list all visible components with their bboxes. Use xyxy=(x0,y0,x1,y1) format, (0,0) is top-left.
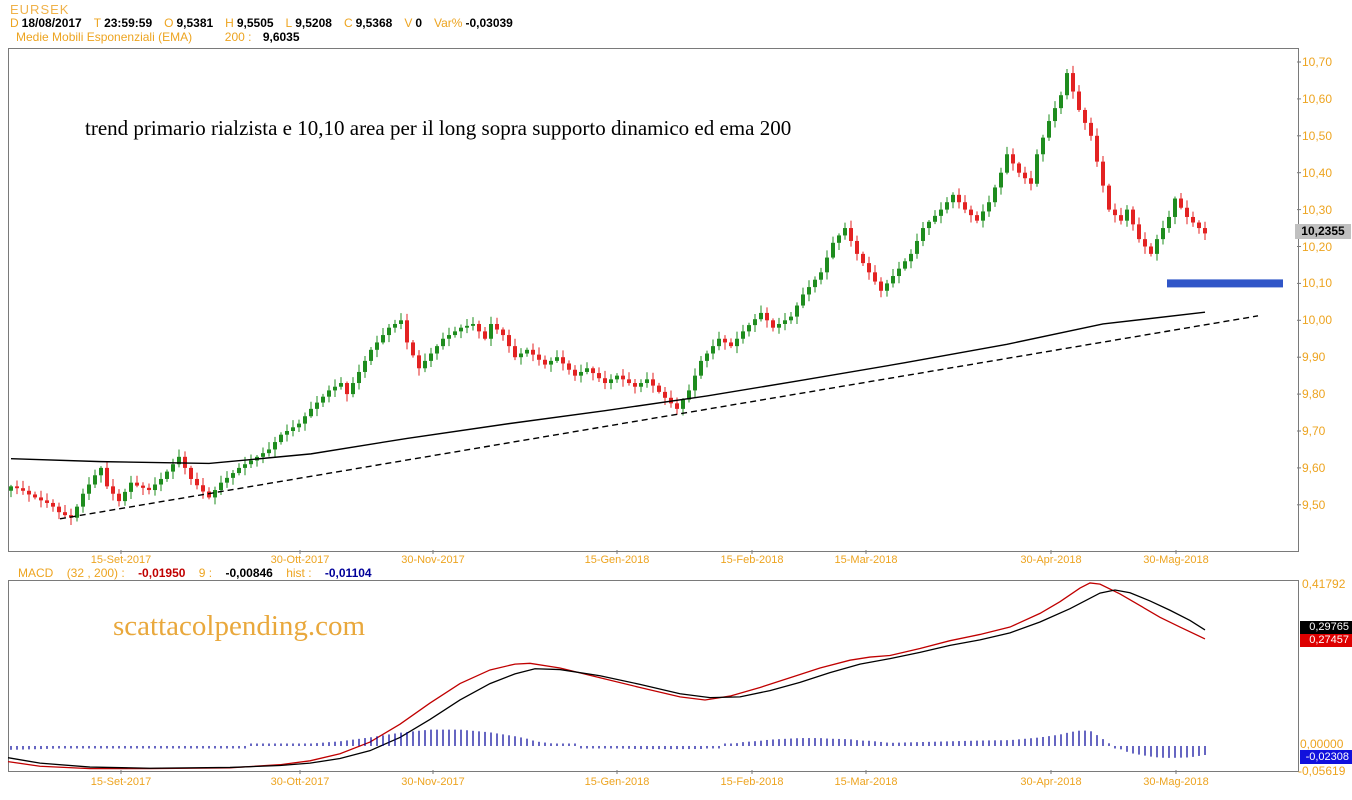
price-axis-label: 10,50 xyxy=(1302,128,1333,143)
chart-annotation-text: trend primario rialzista e 10,10 area pe… xyxy=(85,116,792,140)
date-axis-label: 15-Feb-2018 xyxy=(720,776,784,788)
date-axis-label: 15-Feb-2018 xyxy=(720,554,784,566)
field-value-t: 23:59:59 xyxy=(104,16,153,30)
price-axis-label: 10,10 xyxy=(1302,276,1333,291)
ema-indicator-value: 9,6035 xyxy=(262,30,300,44)
field-value-l: 9,5208 xyxy=(295,16,332,30)
macd-last-value-box: 0,27457 xyxy=(1300,634,1352,647)
price-axis-label: 9,70 xyxy=(1302,424,1326,438)
date-axis-label: 30-Nov-2017 xyxy=(401,776,465,788)
date-axis-label: 30-Ott-2017 xyxy=(270,776,330,788)
field-label-c: C xyxy=(343,16,353,30)
field-value-var: -0,03039 xyxy=(465,16,513,30)
price-axis-label: 9,50 xyxy=(1302,497,1326,512)
date-axis-label: 30-Apr-2018 xyxy=(1020,776,1082,788)
ema-indicator-name: Medie Mobili Esponenziali (EMA) xyxy=(16,30,193,44)
field-label-v: V xyxy=(404,16,413,30)
watermark-text: scattacolpending.com xyxy=(113,610,366,642)
last-price-tag: 10,2355 xyxy=(1295,224,1351,239)
signal-last-value-box: 0,29765 xyxy=(1300,621,1352,634)
date-axis-label: 30-Mag-2018 xyxy=(1143,776,1209,788)
field-label-l: L xyxy=(285,16,293,30)
histogram-last-value-box: -0,02308 xyxy=(1300,750,1352,764)
field-value-o: 9,5381 xyxy=(176,16,214,30)
macd-signal-label: 9 : xyxy=(198,566,213,580)
field-value-c: 9,5368 xyxy=(355,16,393,30)
price-axis-label: 10,60 xyxy=(1302,91,1333,106)
date-axis-label: 30-Apr-2018 xyxy=(1020,554,1082,566)
ema-indicator-param: 200 : xyxy=(224,30,252,44)
macd-header-row: MACD (32 , 200) : -0,01950 9 : -0,00846 … xyxy=(18,566,382,580)
date-axis-label: 15-Mar-2018 xyxy=(834,776,898,788)
macd-axis-max-label: 0,41792 xyxy=(1302,577,1346,591)
price-axis-label: 10,00 xyxy=(1302,313,1333,328)
macd-params: (32 , 200) : xyxy=(66,566,125,580)
macd-signal-value: -0,00846 xyxy=(225,566,273,580)
macd-hist-value: -0,01104 xyxy=(324,566,372,580)
price-axis-label: 10,20 xyxy=(1302,239,1333,254)
field-value-v: 0 xyxy=(415,16,423,30)
date-axis-label: 15-Mar-2018 xyxy=(834,554,898,566)
price-axis-label: 10,70 xyxy=(1302,55,1333,69)
price-axis-label: 9,80 xyxy=(1302,387,1326,402)
date-axis-label: 15-Set-2017 xyxy=(90,554,152,566)
field-label-o: O xyxy=(164,16,174,30)
date-axis-label: 30-Nov-2017 xyxy=(401,554,465,566)
macd-axis-zero-label: 0,00000 xyxy=(1300,737,1344,751)
macd-hist-label: hist : xyxy=(286,566,312,580)
symbol-title: EURSEK xyxy=(10,2,70,17)
date-axis-label: 30-Mag-2018 xyxy=(1143,554,1209,566)
field-value-h: 9,5505 xyxy=(236,16,274,30)
price-axis-label: 10,30 xyxy=(1302,202,1333,217)
date-axis-label: 15-Gen-2018 xyxy=(584,776,650,788)
date-axis-label: 15-Set-2017 xyxy=(90,776,152,788)
price-axis-label: 10,40 xyxy=(1302,165,1333,180)
date-axis-label: 30-Ott-2017 xyxy=(270,554,330,566)
price-axis-label: 9,90 xyxy=(1302,350,1326,365)
macd-value: -0,01950 xyxy=(138,566,186,580)
macd-chart-panel[interactable] xyxy=(8,580,1299,772)
field-value-d: 18/08/2017 xyxy=(21,16,82,30)
macd-name: MACD xyxy=(18,566,54,580)
macd-axis-min-label: -0,05619 xyxy=(1298,764,1346,778)
price-axis-label: 9,60 xyxy=(1302,460,1326,475)
ohlc-header-row: D 18/08/2017 T 23:59:59 O 9,5381 H 9,5505 L 9,520… xyxy=(10,16,525,30)
field-label-d: D xyxy=(10,16,19,30)
field-label-t: T xyxy=(93,16,102,30)
field-label-h: H xyxy=(225,16,234,30)
ema-indicator-row: Medie Mobili Esponenziali (EMA) 200 : 9,… xyxy=(16,30,300,44)
field-label-var: Var% xyxy=(434,16,463,30)
date-axis-label: 15-Gen-2018 xyxy=(584,554,650,566)
